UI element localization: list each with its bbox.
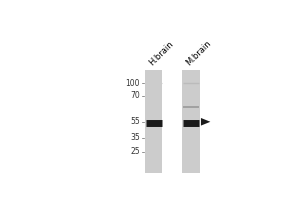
Text: M.brain: M.brain	[184, 39, 213, 68]
Bar	[182, 70, 200, 173]
Text: 55: 55	[130, 117, 140, 126]
Text: 70: 70	[130, 91, 140, 100]
Text: 100: 100	[125, 79, 140, 88]
Text: 35: 35	[130, 133, 140, 142]
Polygon shape	[201, 118, 210, 126]
Text: H.brain: H.brain	[147, 40, 176, 68]
Bar	[145, 70, 163, 173]
Text: 25: 25	[130, 147, 140, 156]
